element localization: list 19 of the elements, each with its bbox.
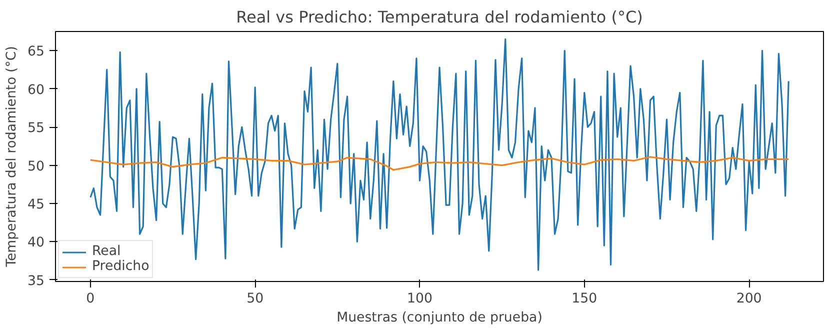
x-tick-label: 200 [736,292,762,306]
legend-label: Real [92,244,121,259]
x-tick-label: 150 [572,292,598,306]
y-axis-title: Temperatura del rodamiento (°C) [4,46,20,268]
x-tick-label: 0 [86,292,95,306]
x-axis-title: Muestras (conjunto de prueba) [336,310,542,326]
line-series [90,38,790,271]
y-tick-label: 40 [28,236,45,251]
y-tick-label: 65 [28,44,45,60]
y-tick-label: 35 [28,274,45,289]
chart-title: Real vs Predicho: Temperatura del rodamiento (°C) [236,8,643,26]
x-tick-label: 50 [246,292,264,306]
line-series [90,156,790,171]
y-tick-label: 55 [28,121,45,136]
legend-label: Predicho [92,259,150,274]
y-tick-label: 45 [28,198,45,213]
x-tick-label: 100 [407,292,432,306]
y-tick-label: 50 [28,159,45,174]
y-tick-label: 60 [28,82,45,98]
